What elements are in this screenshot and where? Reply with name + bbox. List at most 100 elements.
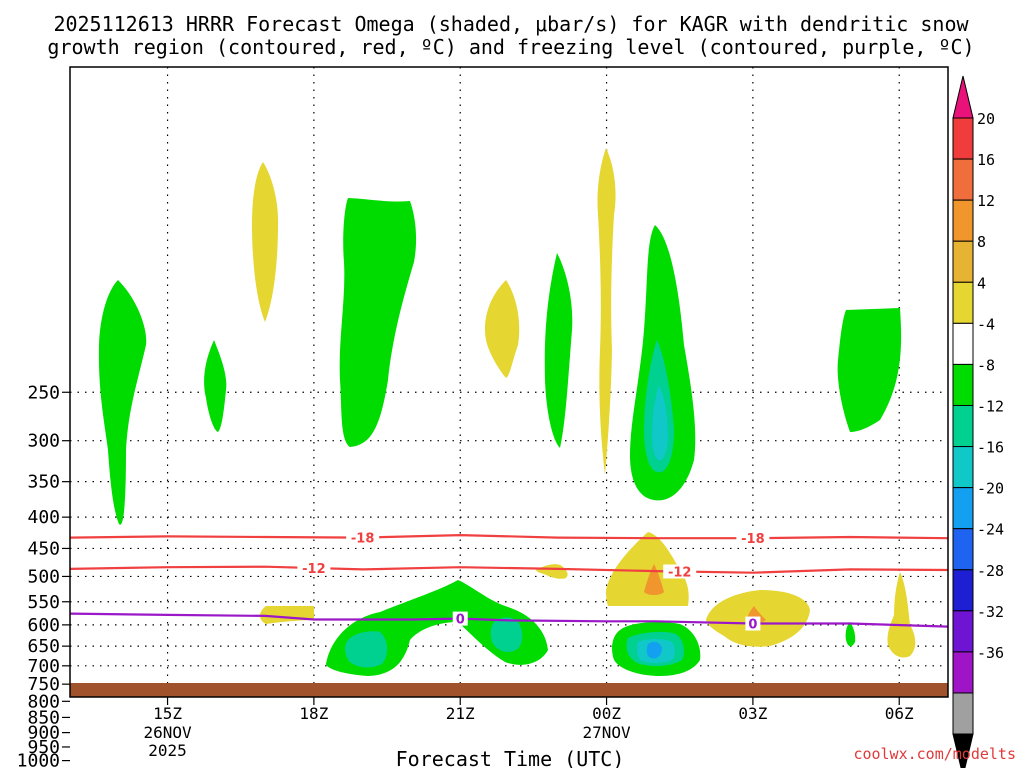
contour-label-bg-dgz-minus18-0 [346,530,380,545]
colorbar-segment-10 [952,487,974,530]
x-tick-label-15Z: 15Z [153,704,182,723]
x-tick-label-21Z: 21Z [446,704,475,723]
contour-label-dgz-minus12-1: -12 [668,565,692,580]
x-axis-label: Forecast Time (UTC) [396,747,625,768]
omega-region-pos-6-core [644,564,664,595]
y-tick-label-300: 300 [27,431,60,452]
y-tick-label-800: 800 [27,691,60,712]
contour-label-dgz-minus18-0: -18 [351,532,375,547]
y-tick-label-950: 950 [27,737,60,758]
colorbar-segment-6 [952,322,974,365]
colorbar-arrow-high [952,75,974,119]
colorbar-segment-8 [952,404,974,448]
ground-surface [70,683,948,697]
x-tick-sublabel-26NOV: 26NOV [143,723,192,742]
colorbar-segment-2 [952,158,974,201]
contour-label-dgz-minus18-1: -18 [741,532,765,547]
colorbar-label-4: 4 [977,274,986,292]
omega-region-neg-3 [339,198,417,447]
x-tick-sublabel-2025: 2025 [148,741,187,760]
colorbar-label-16: 16 [977,151,995,169]
colorbar-segment-4 [952,240,974,283]
y-tick-label-450: 450 [27,538,60,559]
omega-region-pos-3 [597,148,616,475]
colorbar-label--12: -12 [977,397,1004,415]
colorbar-label--32: -32 [977,603,1004,621]
omega-region-pos-1 [252,162,279,322]
contour-dgz-minus18 [70,533,948,540]
omega-region-neg-6 [837,308,902,432]
contour-label-freezing-level-0-0: 0 [456,613,465,628]
omega-region-neg-9 [845,622,856,647]
colorbar-segment-13 [952,610,974,653]
y-tick-label-850: 850 [27,707,60,728]
colorbar-segment-7 [952,363,974,406]
colorbar-label--24: -24 [977,521,1004,539]
colorbar-label-12: 12 [977,192,995,210]
y-axis: 2503003504004505005506006507007508008509… [17,382,70,768]
omega-region-neg-5-core-2 [652,385,668,461]
y-tick-label-350: 350 [27,472,60,493]
contours: -18 -18 -12 -12 0 0 [70,530,948,633]
omega-region-pos-2 [484,280,520,378]
y-tick-label-500: 500 [27,566,60,587]
colorbar-segment-15 [952,692,974,735]
contour-label-bg-freezing-level-0-0 [452,611,468,626]
omega-shading [98,148,916,676]
contour-label-dgz-minus12-0: -12 [302,562,326,577]
colorbar-label--36: -36 [977,644,1004,662]
contour-label-bg-dgz-minus18-1 [736,531,770,546]
y-tick-label-650: 650 [27,636,60,657]
omega-region-neg-8-core-3 [646,641,662,659]
x-tick-label-18Z: 18Z [299,704,328,723]
colorbar-label--4: -4 [977,315,995,333]
colorbar-segment-9 [952,446,974,489]
colorbar-segment-14 [952,651,974,694]
y-tick-label-1000: 1000 [17,751,60,768]
chart-title-line-2: growth region (contoured, red, ºC) and f… [47,35,974,59]
y-tick-label-550: 550 [27,592,60,613]
x-tick-label-00Z: 00Z [592,704,621,723]
colorbar-label-8: 8 [977,233,986,251]
x-tick-label-06Z: 06Z [885,704,914,723]
credit-text[interactable]: coolwx.com/modelts [853,745,1016,763]
omega-region-neg-2 [204,340,227,432]
y-tick-label-750: 750 [27,674,60,695]
omega-region-pos-8 [887,572,916,658]
plot-frame [69,66,949,698]
colorbar-label--16: -16 [977,439,1004,457]
omega-region-neg-4 [544,253,573,448]
y-tick-label-900: 900 [27,723,60,744]
y-tick-label-700: 700 [27,656,60,677]
y-tick-label-250: 250 [27,382,60,403]
colorbar: 20 16 12 8 4 -4 -8 -12 -16 -20 -24 -28 -32 -36 [952,75,1004,768]
omega-region-neg-7-core-2 [490,617,523,653]
omega-region-neg-7-core-1 [345,631,388,668]
chart-title-line-1: 2025112613 HRRR Forecast Omega (shaded, … [53,12,969,36]
contour-label-bg-dgz-minus12-0 [297,561,331,576]
colorbar-arrow-low [952,733,974,768]
colorbar-label--8: -8 [977,356,995,374]
colorbar-segment-11 [952,528,974,571]
colorbar-segment-3 [952,199,974,242]
plot-background [70,67,948,697]
colorbar-label--28: -28 [977,562,1004,580]
contour-label-freezing-level-0-1: 0 [748,618,757,633]
x-tick-sublabel-27NOV: 27NOV [582,723,631,742]
contour-label-bg-dgz-minus12-1 [663,564,697,579]
colorbar-segment-1 [952,117,974,160]
contour-freezing-level-0 [70,612,948,628]
colorbar-segment-5 [952,281,974,324]
colorbar-label-20: 20 [977,110,995,128]
colorbar-segment-12 [952,569,974,612]
colorbar-label--20: -20 [977,480,1004,498]
contour-label-bg-freezing-level-0-1 [745,616,761,631]
contour-dgz-minus12 [70,565,948,574]
y-tick-label-400: 400 [27,507,60,528]
omega-region-neg-1 [98,280,147,525]
y-tick-label-600: 600 [27,615,60,636]
omega-region-pos-6 [606,532,689,606]
x-tick-label-03Z: 03Z [738,704,767,723]
